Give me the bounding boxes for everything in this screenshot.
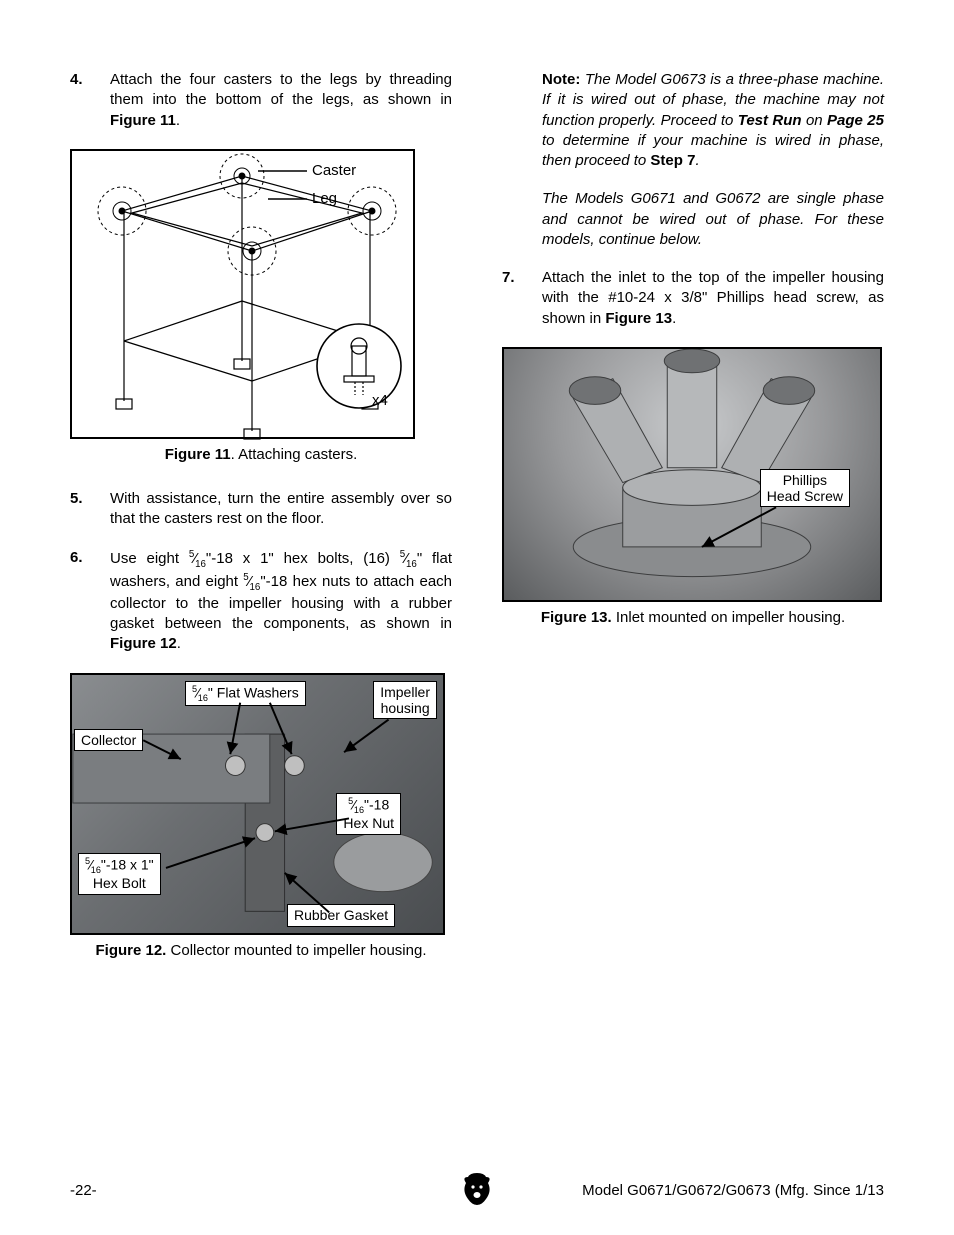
step6-f2d: 16 [406,559,417,570]
note-label: Note: [542,71,580,88]
note-b4: . [695,152,699,169]
figure-11-wrap: Caster Leg x4 Figure 11. Attaching caste… [70,149,452,465]
fig12-cap-t: Collector mounted to impeller housing. [166,942,426,959]
left-column: 4. Attach the four casters to the legs b… [70,70,452,1150]
figure-11-image: Caster Leg x4 [70,149,415,439]
step-4-number: 4. [70,70,92,131]
step6-ref: Figure 12 [110,635,177,652]
fig12-cap-b: Figure 12. [96,942,167,959]
note-spacer [502,70,524,250]
figure-13-image: Phillips Head Screw [502,347,882,602]
note-b2: on [802,112,827,129]
figure-11-svg [72,151,417,441]
figure-12-wrap: 5⁄16" Flat Washers Impeller housing Coll… [70,673,452,961]
step-6-number: 6. [70,548,92,655]
page-number: -22- [70,1181,97,1201]
step-7-number: 7. [502,268,524,329]
note-para-1: Note: The Model G0673 is a three-phase m… [542,70,884,171]
step6-f3d: 16 [250,582,261,593]
fig13-cap-b: Figure 13. [541,609,612,626]
step6-end: . [177,635,181,652]
fig13-arrow [504,349,880,601]
fig11-qty: x4 [372,391,388,411]
step6-m1: "-18 x 1" hex bolts, (16) [206,550,400,567]
fig12-arrows [72,675,443,934]
step-4-tail: . [176,112,180,129]
fig11-caption-b: Figure 11 [165,446,231,463]
step-4-lead: Attach the four casters to the legs by t… [110,71,452,108]
figure-13-caption: Figure 13. Inlet mounted on impeller hou… [502,608,884,628]
page-body: 4. Attach the four casters to the legs b… [70,70,884,1150]
step6-f3n: 5 [243,572,248,583]
s7-ref: Figure 13 [605,310,672,327]
model-line: Model G0671/G0672/G0673 (Mfg. Since 1/13 [582,1181,884,1201]
figure-11-caption: Figure 11. Attaching casters. [70,445,452,465]
step-5-number: 5. [70,489,92,530]
step6-lead: Use eight [110,550,189,567]
step6-f2n: 5 [400,549,405,560]
right-column: Note: The Model G0673 is a three-phase m… [502,70,884,1150]
note-page: Page 25 [827,112,884,129]
fig11-label-caster: Caster [312,161,356,181]
note-body: Note: The Model G0673 is a three-phase m… [542,70,884,250]
step-6-text: Use eight 5⁄16"-18 x 1" hex bolts, (16) … [110,548,452,655]
figure-13-wrap: Phillips Head Screw Figure 13. Inlet mou… [502,347,884,628]
step-5: 5. With assistance, turn the entire asse… [70,489,452,530]
note-test: Test Run [738,112,802,129]
step-4-text: Attach the four casters to the legs by t… [110,70,452,131]
fig11-caption-t: . Attaching casters. [231,446,358,463]
note-step: Step 7 [650,152,695,169]
figure-12-image: 5⁄16" Flat Washers Impeller housing Coll… [70,673,445,935]
step-7: 7. Attach the inlet to the top of the im… [502,268,884,329]
step6-f1n: 5 [189,549,194,560]
s7-lead: Attach the inlet to the top of the impel… [542,269,884,327]
step-4: 4. Attach the four casters to the legs b… [70,70,452,131]
step-6: 6. Use eight 5⁄16"-18 x 1" hex bolts, (1… [70,548,452,655]
bear-logo-icon [462,1173,492,1205]
note-block: Note: The Model G0673 is a three-phase m… [502,70,884,250]
step-4-figref: Figure 11 [110,112,176,129]
step-5-text: With assistance, turn the entire assembl… [110,489,452,530]
fig11-label-leg: Leg [312,189,337,209]
fig13-cap-t: Inlet mounted on impeller housing. [612,609,845,626]
note-para-2: The Models G0671 and G0672 are single ph… [542,189,884,250]
step-7-text: Attach the inlet to the top of the impel… [542,268,884,329]
figure-12-caption: Figure 12. Collector mounted to impeller… [70,941,452,961]
note-b3: to determine if your machine is wired in… [542,132,884,169]
step6-f1d: 16 [195,559,206,570]
s7-tail: . [672,310,676,327]
